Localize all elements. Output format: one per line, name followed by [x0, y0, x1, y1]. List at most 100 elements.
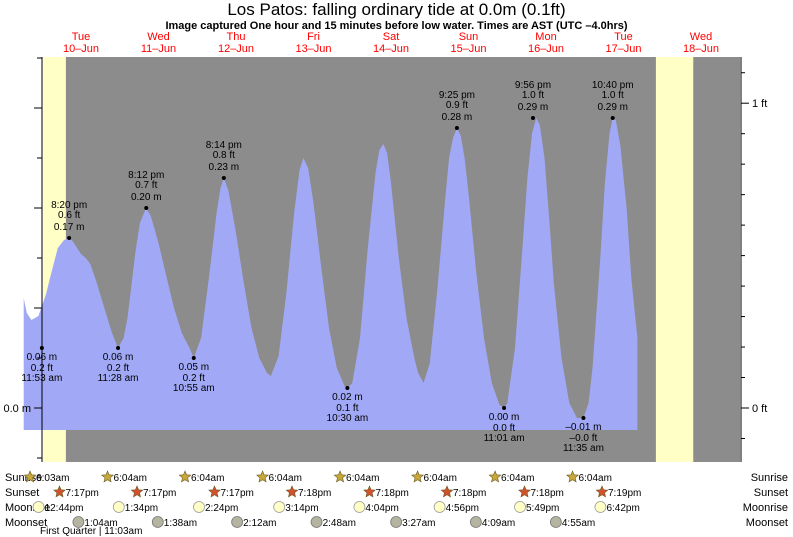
high-tide-feet: 1.0 ft — [522, 90, 544, 101]
moonset-icon — [310, 516, 323, 528]
sunrise-icon — [101, 470, 115, 483]
moonrise-icon — [32, 501, 45, 513]
sunrise-time: 6:04am — [346, 473, 379, 484]
low-tide-feet: 0.2 ft — [31, 363, 53, 374]
chart-subtitle: Image captured One hour and 15 minutes b… — [165, 20, 628, 32]
row-label-right-sunset: Sunset — [754, 487, 788, 499]
high-tide-metres: 0.17 m — [54, 222, 85, 233]
date-label: 12–Jun — [218, 43, 254, 55]
left-axis-label: 0.0 m — [3, 403, 31, 415]
sunset-time: 7:17pm — [66, 488, 99, 499]
tide-area — [23, 118, 638, 430]
high-tide-time: 8:12 pm — [128, 170, 164, 181]
sunset-icon — [285, 485, 299, 498]
moonset-time: 2:48am — [323, 518, 356, 529]
moonset-icon — [231, 516, 244, 528]
sunrise-time: 6:04am — [269, 473, 302, 484]
sunset-icon — [595, 485, 609, 498]
moonset-time: 4:55am — [562, 518, 595, 529]
date-label: 11–Jun — [141, 43, 176, 55]
sunrise-time: 6:04am — [579, 473, 612, 484]
sunset-icon — [518, 485, 531, 498]
sunset-time: 7:18pm — [376, 488, 409, 499]
high-tide-time: 9:25 pm — [439, 90, 475, 101]
date-label: 14–Jun — [373, 43, 409, 55]
low-tide-time: 11:28 am — [98, 373, 139, 384]
high-tide-feet: 0.8 ft — [213, 150, 235, 161]
chart-title: Los Patos: falling ordinary tide at 0.0m… — [227, 0, 566, 19]
low-tide-metres: 0.00 m — [489, 412, 520, 423]
moonrise-icon — [193, 501, 205, 513]
moonrise-time: 6:42pm — [606, 503, 639, 514]
right-axis-label: 0 ft — [752, 403, 767, 415]
high-tide-metres: 0.20 m — [131, 192, 162, 203]
moon-phase: First Quarter | 11:03am — [40, 526, 142, 537]
day-label: Sun — [459, 31, 479, 43]
moonset-time: 4:09am — [482, 518, 515, 529]
row-label-right-sunrise: Sunrise — [751, 472, 788, 484]
sunset-icon — [53, 485, 66, 498]
day-label: Thu — [227, 31, 246, 43]
moonrise-time: 2:24pm — [205, 503, 238, 514]
date-label: 15–Jun — [450, 43, 486, 55]
sunrise-icon — [178, 470, 192, 483]
low-tide-time: 11:35 am — [563, 443, 604, 454]
sunrise-icon — [411, 470, 425, 483]
moonset-time: 2:12am — [243, 518, 276, 529]
date-label: 18–Jun — [683, 43, 719, 55]
high-tide-marker — [67, 236, 72, 240]
sunrise-time: 6:03am — [36, 473, 69, 484]
high-tide-marker — [530, 116, 535, 120]
high-tide-metres: 0.23 m — [209, 162, 240, 173]
sunrise-time: 6:04am — [191, 473, 224, 484]
low-tide-metres: 0.06 m — [27, 352, 58, 363]
sunrise-time: 6:04am — [501, 473, 534, 484]
moonrise-time: 1:34pm — [125, 503, 158, 514]
day-label: Tue — [614, 31, 633, 43]
row-label-moonset: Moonset — [5, 517, 47, 529]
day-label: Mon — [535, 31, 556, 43]
row-label-right-moonrise: Moonrise — [743, 502, 788, 514]
moonset-time: 1:38am — [164, 518, 197, 529]
high-tide-time: 9:56 pm — [515, 80, 551, 91]
low-tide-metres: 0.06 m — [103, 352, 134, 363]
high-tide-feet: 1.0 ft — [602, 90, 624, 101]
row-label-sunset: Sunset — [5, 487, 39, 499]
moonrise-icon — [594, 501, 607, 513]
low-tide-marker — [345, 386, 350, 390]
high-tide-marker — [454, 126, 459, 130]
low-tide-time: 11:53 am — [21, 373, 62, 384]
moonset-icon — [72, 516, 85, 528]
high-tide-feet: 0.7 ft — [135, 180, 157, 191]
low-tide-marker — [502, 406, 507, 410]
low-tide-feet: –0.0 ft — [570, 433, 598, 444]
sunrise-icon — [256, 470, 270, 483]
low-tide-time: 10:30 am — [327, 413, 369, 424]
moonrise-icon — [514, 501, 526, 513]
low-tide-marker — [191, 356, 196, 360]
low-tide-marker — [116, 346, 121, 350]
moonrise-time: 5:49pm — [526, 503, 559, 514]
sunset-icon — [440, 485, 454, 498]
sunset-time: 7:18pm — [298, 488, 331, 499]
date-label: 17–Jun — [605, 43, 641, 55]
low-tide-metres: 0.05 m — [178, 362, 209, 373]
moonset-icon — [151, 516, 164, 528]
sunset-icon — [208, 485, 221, 498]
low-tide-time: 11:01 am — [484, 433, 525, 444]
sunset-icon — [130, 485, 144, 498]
moonset-icon — [390, 516, 403, 528]
moonrise-icon — [112, 501, 125, 513]
right-axis-label: 1 ft — [752, 98, 767, 110]
sunrise-time: 6:04am — [114, 473, 147, 484]
day-label: Fri — [307, 31, 320, 43]
high-tide-metres: 0.29 m — [597, 102, 628, 113]
low-tide-marker — [39, 346, 44, 350]
day-label: Wed — [147, 31, 169, 43]
moonset-icon — [549, 516, 562, 528]
date-label: 16–Jun — [528, 43, 564, 55]
sunrise-icon — [333, 470, 347, 483]
low-tide-metres: 0.02 m — [332, 392, 363, 403]
row-label-right-moonset: Moonset — [746, 517, 788, 529]
